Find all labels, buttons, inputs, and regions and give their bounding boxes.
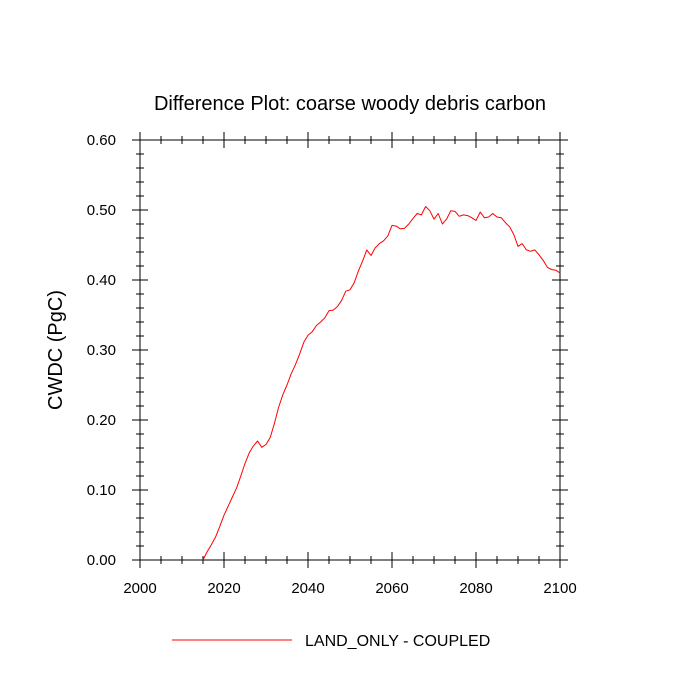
x-tick-label: 2040 <box>291 580 324 597</box>
x-tick-label: 2060 <box>375 580 408 597</box>
axis-tick-labels: 2000 2020 2040 2060 2080 2100 0.00 0.10 0.20 0.30… <box>87 132 577 597</box>
y-axis-label: CWDC (PgC) <box>45 290 67 410</box>
x-tick-label: 2080 <box>459 580 492 597</box>
x-tick-label: 2000 <box>123 580 156 597</box>
chart-title: Difference Plot: coarse woody debris car… <box>154 93 546 115</box>
legend-label-land-only-coupled: LAND_ONLY - COUPLED <box>305 633 490 650</box>
series-layer <box>202 206 561 561</box>
y-tick-label: 0.40 <box>87 272 116 289</box>
series-line-land-only-coupled <box>202 206 561 561</box>
x-tick-label: 2100 <box>543 580 576 597</box>
y-tick-label: 0.00 <box>87 552 116 569</box>
axis-ticks <box>132 132 568 568</box>
plot-area-frame <box>139 139 561 561</box>
x-tick-label: 2020 <box>207 580 240 597</box>
y-tick-label: 0.20 <box>87 412 116 429</box>
legend: LAND_ONLY - COUPLED <box>172 633 490 650</box>
y-tick-label: 0.50 <box>87 202 116 219</box>
y-tick-label: 0.60 <box>87 132 116 149</box>
y-tick-label: 0.10 <box>87 482 116 499</box>
y-tick-label: 0.30 <box>87 342 116 359</box>
